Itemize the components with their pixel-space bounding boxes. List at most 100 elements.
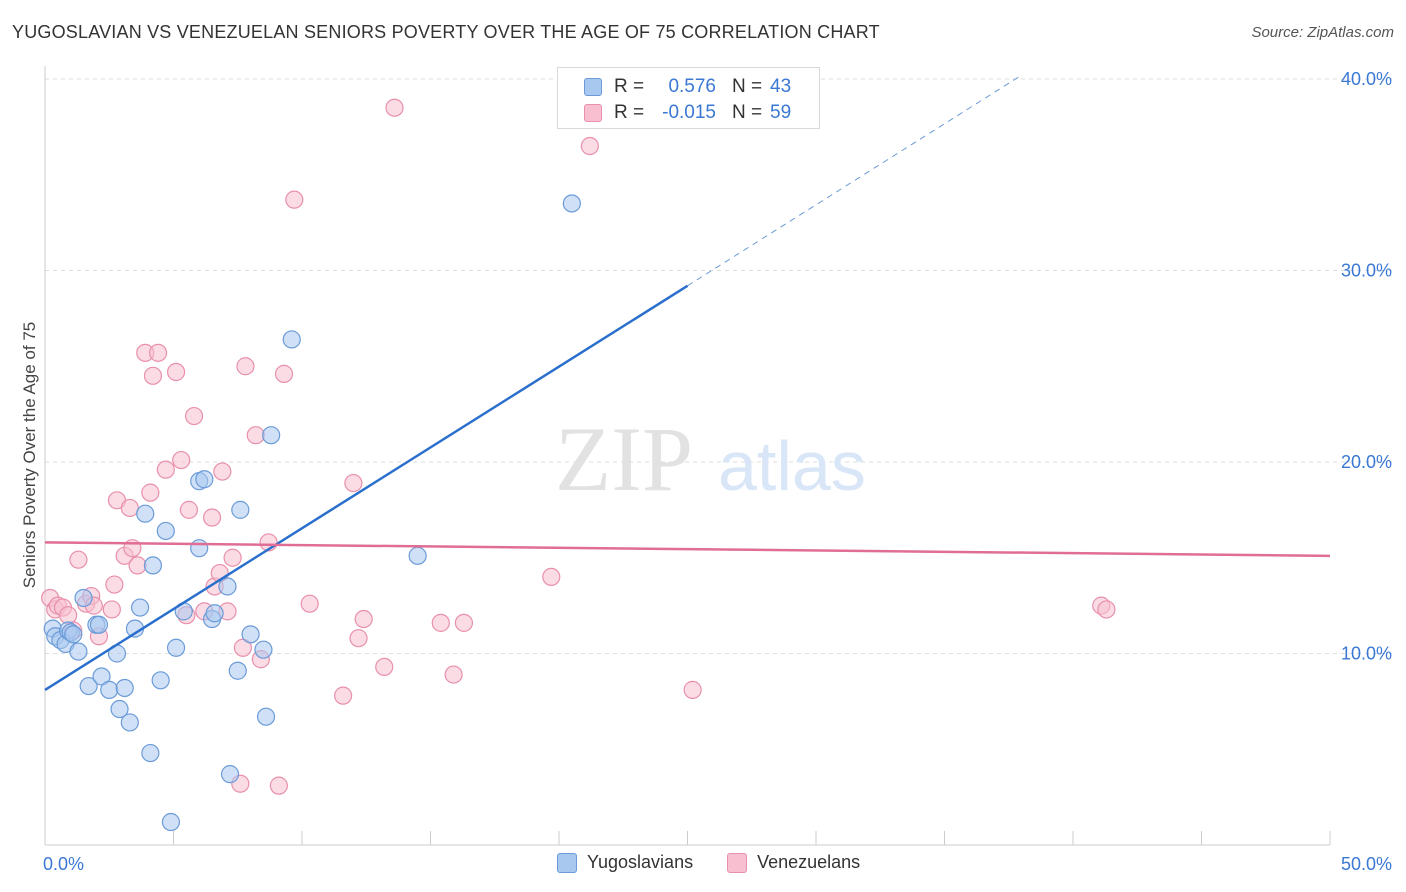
venezuelans-point <box>683 680 702 699</box>
yugoslavians-points <box>43 194 581 832</box>
venezuelans-point <box>102 600 121 619</box>
x-tick-label: 0.0% <box>43 854 84 874</box>
venezuelans-point <box>143 366 163 385</box>
legend-label-venezuelans: Venezuelans <box>757 852 861 872</box>
venezuelans-point <box>148 343 168 362</box>
yugoslavians-point <box>79 676 98 696</box>
n-label: N = <box>732 76 763 97</box>
venezuelans-point <box>156 460 175 479</box>
venezuelans-point <box>454 613 474 632</box>
yugoslavians-point <box>130 598 150 617</box>
venezuelans-point <box>274 364 294 384</box>
venezuelans-point <box>172 450 191 470</box>
venezuelans-point <box>120 498 139 518</box>
axes <box>44 66 1331 846</box>
venezuelans-point <box>141 483 160 502</box>
yugoslavians-point <box>562 194 581 213</box>
venezuelans-point <box>128 556 147 575</box>
venezuelans-point <box>202 508 222 527</box>
venezuelans-point <box>59 606 78 625</box>
yugoslavians-point <box>254 640 273 659</box>
yugoslavians-point <box>228 661 247 680</box>
yugoslavians-point <box>156 521 175 541</box>
n-label: N = <box>732 102 763 123</box>
venezuelans-point <box>375 657 394 677</box>
yugoslavians-point <box>100 680 119 699</box>
legend-item-venezuelans[interactable]: Venezuelans <box>727 852 860 873</box>
yugoslavians-point <box>64 625 83 644</box>
r-label: R = <box>614 76 645 97</box>
venezuelans-point <box>285 190 304 209</box>
venezuelans-point <box>580 136 599 156</box>
yugoslavians-point <box>195 470 214 489</box>
y-tick-label: 20.0% <box>1341 452 1392 472</box>
venezuelans-point <box>105 575 124 594</box>
venezuelans-point <box>431 613 450 632</box>
trend-lines <box>44 74 1331 691</box>
r-value: -0.015 <box>662 102 716 123</box>
yugoslavians-point <box>151 671 170 690</box>
yugoslavians-point <box>241 625 260 644</box>
venezuelans-point <box>542 567 561 587</box>
yugoslavians-point <box>110 699 129 719</box>
venezuelans-point <box>300 594 319 613</box>
yugoslavians-point <box>89 615 109 634</box>
y-tick-label: 30.0% <box>1341 261 1392 281</box>
yugoslavians-point <box>408 546 427 565</box>
venezuelans-point <box>69 550 88 569</box>
yugoslavians-point <box>74 588 93 608</box>
venezuelans-point <box>246 426 265 445</box>
stats-row-venezuelans: R = -0.015 N = 59 <box>558 100 821 126</box>
x-tick-label: 50.0% <box>1341 854 1392 874</box>
venezuelans-point <box>179 500 199 519</box>
yugoslavians-point <box>143 556 163 575</box>
r-value: 0.576 <box>668 76 716 97</box>
chart-title: YUGOSLAVIAN VS VENEZUELAN SENIORS POVERT… <box>12 22 880 42</box>
venezuelans-point <box>233 638 252 657</box>
venezuelans-point <box>213 462 232 481</box>
venezuelans-point <box>223 548 242 567</box>
stats-legend: R = 0.576 N = 43 R = -0.015 N = 59 <box>557 67 820 129</box>
venezuelans-point <box>354 609 373 629</box>
legend-item-yugoslavians[interactable]: Yugoslavians <box>557 852 693 873</box>
n-value: 43 <box>770 76 792 97</box>
yugoslavians-trend-line <box>44 284 689 691</box>
yugoslavians-point <box>161 812 181 832</box>
watermark: ZIP atlas <box>555 408 866 510</box>
yugoslavians-swatch <box>584 78 602 96</box>
venezuelans-point <box>1097 600 1116 619</box>
n-value: 59 <box>770 102 792 123</box>
yugoslavians-point <box>282 330 301 349</box>
y-tick-label: 10.0% <box>1341 644 1392 664</box>
yugoslavians-point <box>218 577 237 596</box>
yugoslavians-legend-swatch <box>557 852 577 873</box>
venezuelans-point <box>166 362 186 382</box>
venezuelans-legend-swatch <box>727 852 748 873</box>
y-tick-label: 40.0% <box>1341 69 1392 89</box>
venezuelans-point <box>236 357 255 376</box>
series-legend: Yugoslavians Venezuelans <box>557 852 894 873</box>
yugoslavians-point <box>231 500 250 519</box>
venezuelans-swatch <box>584 104 602 122</box>
yugoslavians-point <box>115 678 134 698</box>
yugoslavians-point <box>166 638 186 657</box>
yugoslavians-point <box>120 713 139 732</box>
r-label: R = <box>614 102 645 123</box>
tick-labels: 10.0% 20.0% 30.0% 40.0% 0.0% 50.0% <box>43 69 1392 874</box>
watermark-atlas: atlas <box>718 427 866 505</box>
yugoslavians-point <box>220 765 240 784</box>
stats-row-yugoslavians: R = 0.576 N = 43 <box>558 74 821 100</box>
venezuelans-point <box>444 665 463 684</box>
venezuelans-point <box>344 473 363 493</box>
venezuelans-point <box>385 98 404 117</box>
venezuelans-point <box>184 406 204 426</box>
yugoslavians-point <box>92 667 111 686</box>
yugoslavians-point <box>69 642 88 661</box>
yugoslavians-point <box>262 426 281 445</box>
yugoslavians-point <box>190 539 209 558</box>
venezuelans-point <box>269 776 288 795</box>
venezuelans-trend-line <box>44 541 1331 558</box>
yugoslavians-point <box>256 707 276 726</box>
yugoslavians-point <box>205 604 224 623</box>
